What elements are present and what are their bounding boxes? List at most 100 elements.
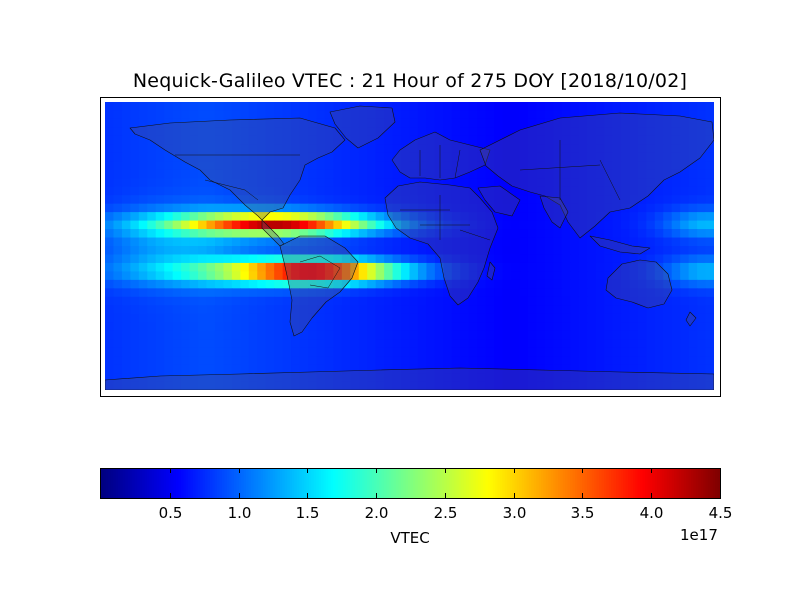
heatmap-cell (130, 296, 140, 306)
heatmap-cell (274, 118, 284, 129)
heatmap-cell (341, 262, 351, 273)
heatmap-cell (299, 364, 309, 374)
heatmap-cell (620, 330, 631, 340)
heatmap-cell (536, 313, 546, 323)
heatmap-cell (198, 271, 208, 281)
heatmap-cell (654, 144, 664, 154)
heatmap-cell (257, 212, 267, 222)
heatmap-cell (553, 169, 563, 179)
heatmap-cell (350, 220, 360, 230)
heatmap-cell (130, 118, 140, 129)
colorbar-step (437, 469, 441, 498)
heatmap-cell (561, 262, 571, 273)
heatmap-cell (240, 102, 250, 112)
heatmap-cell (384, 102, 394, 112)
heatmap-cell (468, 102, 478, 112)
heatmap-cell (316, 246, 326, 256)
colorbar-tick-label: 2.5 (433, 504, 458, 522)
heatmap-cell (544, 339, 554, 349)
heatmap-cell (172, 237, 182, 247)
heatmap-cell (587, 373, 597, 383)
heatmap-cell (587, 279, 597, 289)
heatmap-cell (688, 195, 698, 205)
heatmap-cell (265, 178, 275, 188)
heatmap-cell (629, 288, 639, 298)
heatmap-cell (553, 178, 563, 188)
europe (391, 131, 491, 181)
heatmap-cell (434, 203, 444, 213)
heatmap-cell (350, 381, 360, 390)
heatmap-cell (671, 254, 681, 264)
heatmap-cell (130, 322, 140, 332)
heatmap-cell (570, 220, 580, 230)
heatmap-cell (257, 127, 267, 137)
heatmap-cell (561, 152, 571, 162)
heatmap-cell (680, 178, 690, 188)
heatmap-cell (527, 313, 537, 323)
heatmap-cell (527, 144, 537, 154)
heatmap-cell (401, 144, 411, 154)
heatmap-cell (308, 169, 318, 179)
heatmap-cell (384, 356, 394, 366)
heatmap-cell (333, 161, 343, 171)
heatmap-cell (477, 127, 487, 137)
heatmap-cell (705, 229, 714, 239)
heatmap-cell (663, 373, 673, 383)
colorbar-step (473, 469, 477, 498)
heatmap-cell (417, 144, 428, 154)
heatmap-cell (629, 144, 639, 154)
heatmap-cell (299, 381, 309, 390)
heatmap-cell (409, 152, 419, 162)
heatmap-cell (680, 195, 690, 205)
heatmap-cell (663, 271, 673, 281)
heatmap-cell (138, 330, 148, 340)
heatmap-cell (308, 144, 318, 154)
heatmap-cell (214, 356, 225, 366)
heatmap-cell (333, 313, 343, 323)
heatmap-cell (553, 322, 563, 332)
heatmap-cell (688, 296, 698, 306)
colorbar-step (497, 469, 501, 498)
heatmap-cell (434, 110, 444, 120)
heatmap-cell (637, 322, 647, 332)
heatmap-cell (384, 288, 394, 298)
heatmap-cell (375, 322, 385, 332)
heatmap-cell (494, 296, 504, 306)
heatmap-cell (570, 237, 580, 247)
colorbar-step (422, 469, 426, 498)
heatmap-cell (274, 229, 284, 239)
heatmap-cell (705, 373, 714, 383)
heatmap-cell (527, 203, 537, 213)
heatmap-cell (519, 254, 529, 264)
heatmap-cell (138, 271, 148, 281)
heatmap-cell (578, 313, 588, 323)
heatmap-cell (206, 322, 216, 332)
heatmap-cell (654, 262, 664, 273)
heatmap-cell (705, 381, 714, 390)
heatmap-cell (164, 339, 174, 349)
heatmap-cell (231, 322, 241, 332)
heatmap-cell (494, 144, 504, 154)
heatmap-cell (138, 356, 148, 366)
heatmap-cell (604, 237, 614, 247)
heatmap-cell (663, 262, 673, 273)
heatmap-cell (620, 169, 631, 179)
heatmap-cell (316, 322, 326, 332)
heatmap-cell (350, 127, 360, 137)
heatmap-cell (485, 229, 495, 239)
heatmap-cell (426, 246, 436, 256)
heatmap-cell (164, 313, 174, 323)
heatmap-cell (604, 305, 614, 315)
colorbar-step (161, 469, 165, 498)
heatmap-cell (468, 262, 478, 273)
heatmap-cell (350, 237, 360, 247)
heatmap-cell (214, 118, 225, 129)
heatmap-cell (367, 127, 377, 137)
heatmap-cell (299, 229, 309, 239)
heatmap-cell (316, 330, 326, 340)
heatmap-cell (164, 364, 174, 374)
heatmap-cell (181, 279, 191, 289)
heatmap-cell (181, 144, 191, 154)
heatmap-cell (620, 178, 631, 188)
heatmap-cell (477, 102, 487, 112)
